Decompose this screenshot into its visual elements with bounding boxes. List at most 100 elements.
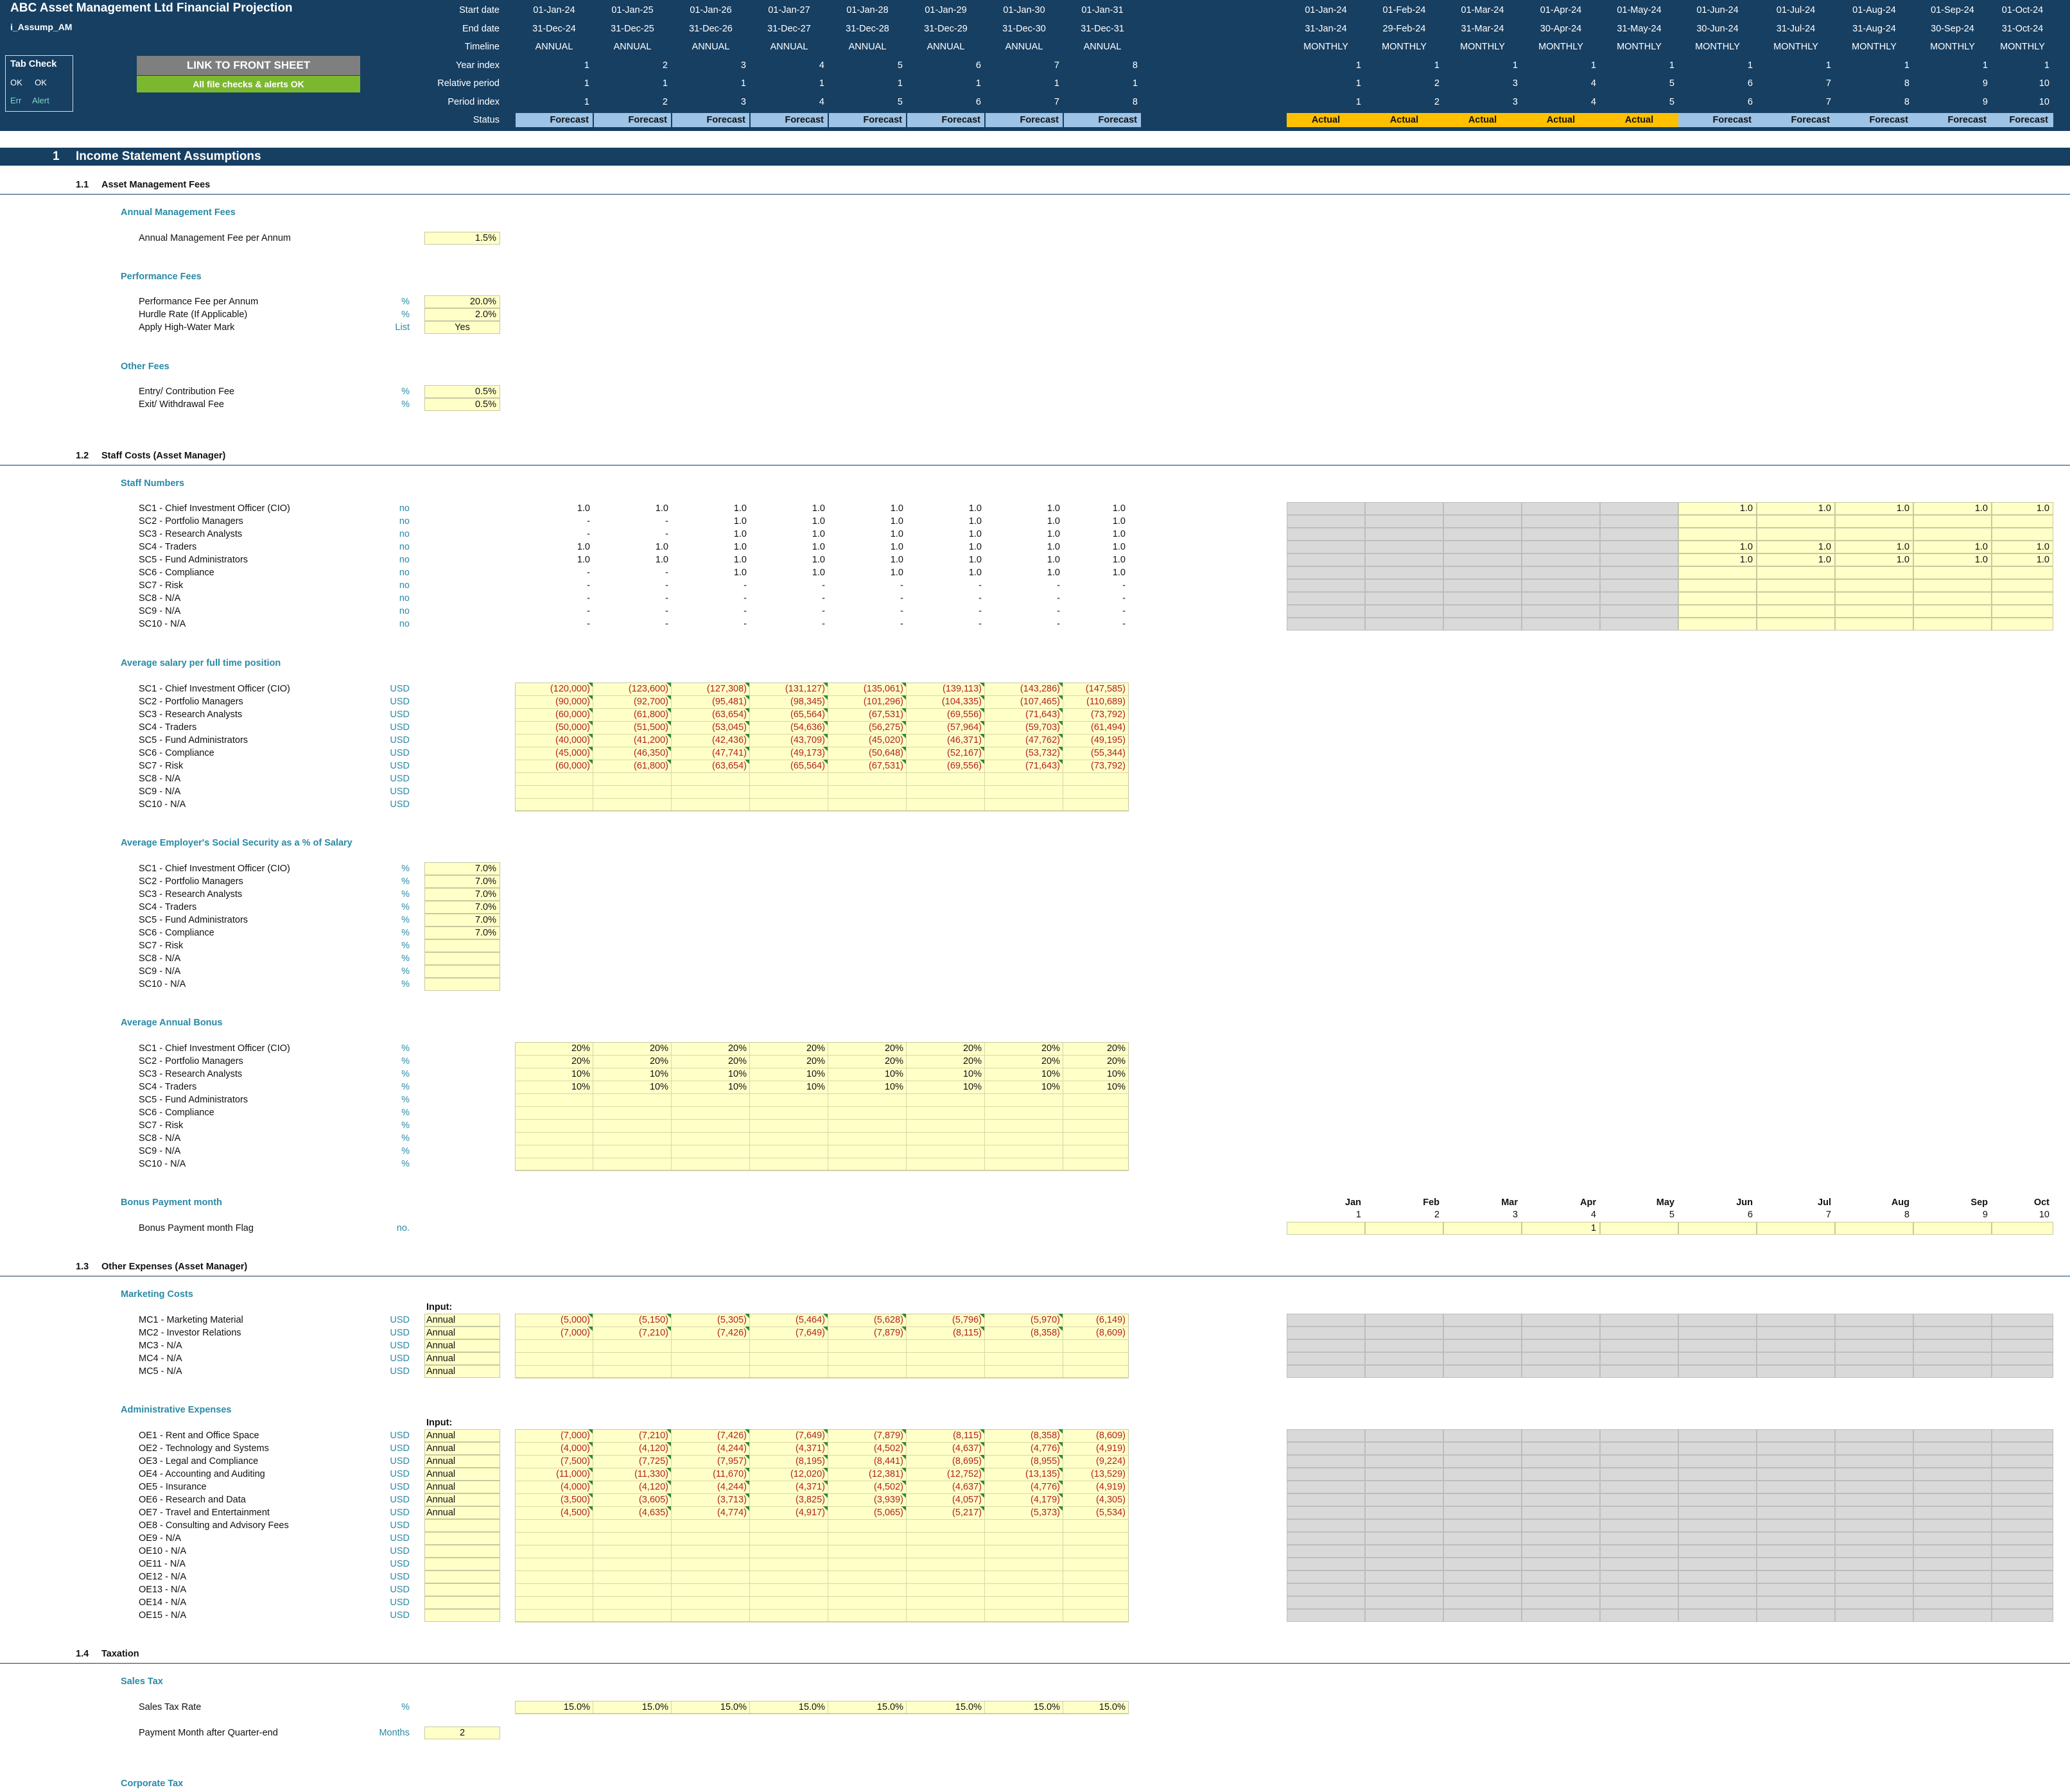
- monthly-staff-input[interactable]: [1913, 605, 1992, 618]
- input-mode-cell[interactable]: [424, 1365, 500, 1378]
- monthly-staff-input[interactable]: [1992, 541, 2053, 553]
- monthly-staff-input[interactable]: [1992, 579, 2053, 592]
- monthly-staff-input[interactable]: [1913, 553, 1992, 566]
- monthly-staff-input[interactable]: [1992, 502, 2053, 515]
- input-mode-cell[interactable]: [424, 1327, 500, 1339]
- monthly-staff-input[interactable]: [1913, 528, 1992, 541]
- input-cell[interactable]: [424, 978, 500, 991]
- monthly-staff-input[interactable]: [1678, 528, 1757, 541]
- bonus-month-flag-input[interactable]: [1365, 1222, 1443, 1235]
- bonus-month-flag-input[interactable]: [1835, 1222, 1913, 1235]
- bonus-month-flag-input[interactable]: [1600, 1222, 1678, 1235]
- input-cell[interactable]: [424, 321, 500, 334]
- monthly-staff-input[interactable]: [1757, 541, 1835, 553]
- monthly-staff-input[interactable]: [1757, 618, 1835, 631]
- monthly-staff-input[interactable]: [1835, 502, 1913, 515]
- monthly-staff-input[interactable]: [1757, 553, 1835, 566]
- monthly-staff-input[interactable]: [1757, 502, 1835, 515]
- monthly-staff-input[interactable]: [1678, 605, 1757, 618]
- monthly-staff-input[interactable]: [1835, 592, 1913, 605]
- input-cell[interactable]: [424, 862, 500, 875]
- monthly-staff-input[interactable]: [1913, 566, 1992, 579]
- monthly-staff-input[interactable]: [1757, 592, 1835, 605]
- monthly-staff-input[interactable]: [1992, 592, 2053, 605]
- input-mode-cell[interactable]: [424, 1532, 500, 1545]
- monthly-staff-input[interactable]: [1757, 528, 1835, 541]
- input-mode-cell[interactable]: [424, 1545, 500, 1558]
- input-cell[interactable]: [424, 914, 500, 926]
- monthly-staff-input[interactable]: [1835, 553, 1913, 566]
- input-mode-cell[interactable]: [424, 1339, 500, 1352]
- input-cell[interactable]: [424, 398, 500, 411]
- monthly-staff-input[interactable]: [1992, 566, 2053, 579]
- monthly-staff-input[interactable]: [1835, 618, 1913, 631]
- monthly-staff-input[interactable]: [1678, 566, 1757, 579]
- monthly-staff-input[interactable]: [1992, 515, 2053, 528]
- annual-input-block[interactable]: [515, 1701, 1129, 1714]
- annual-input-block[interactable]: [515, 1429, 1129, 1622]
- input-cell[interactable]: [424, 952, 500, 965]
- input-mode-cell[interactable]: [424, 1558, 500, 1570]
- monthly-staff-input[interactable]: [1678, 541, 1757, 553]
- annual-input-block[interactable]: [515, 1314, 1129, 1378]
- monthly-staff-input[interactable]: [1835, 515, 1913, 528]
- monthly-staff-input[interactable]: [1835, 528, 1913, 541]
- monthly-staff-input[interactable]: [1678, 592, 1757, 605]
- bonus-month-flag-input[interactable]: [1443, 1222, 1522, 1235]
- monthly-staff-input[interactable]: [1913, 618, 1992, 631]
- monthly-staff-input[interactable]: [1835, 605, 1913, 618]
- input-cell[interactable]: [424, 1727, 500, 1739]
- input-mode-cell[interactable]: [424, 1609, 500, 1622]
- bonus-month-flag-input[interactable]: [1992, 1222, 2053, 1235]
- input-cell[interactable]: [424, 965, 500, 978]
- monthly-staff-input[interactable]: [1835, 541, 1913, 553]
- monthly-staff-input[interactable]: [1992, 618, 2053, 631]
- monthly-staff-input[interactable]: [1913, 515, 1992, 528]
- monthly-staff-input[interactable]: [1757, 579, 1835, 592]
- monthly-staff-input[interactable]: [1678, 579, 1757, 592]
- input-mode-cell[interactable]: [424, 1583, 500, 1596]
- input-cell[interactable]: [424, 888, 500, 901]
- input-mode-cell[interactable]: [424, 1314, 500, 1327]
- input-cell[interactable]: [424, 926, 500, 939]
- bonus-month-flag-input[interactable]: [1287, 1222, 1365, 1235]
- bonus-month-flag-input[interactable]: [1757, 1222, 1835, 1235]
- input-cell[interactable]: [424, 385, 500, 398]
- monthly-staff-input[interactable]: [1678, 515, 1757, 528]
- input-mode-cell[interactable]: [424, 1596, 500, 1609]
- monthly-staff-input[interactable]: [1757, 566, 1835, 579]
- input-cell[interactable]: [424, 232, 500, 245]
- input-mode-cell[interactable]: [424, 1429, 500, 1442]
- input-cell[interactable]: [424, 939, 500, 952]
- input-cell[interactable]: [424, 308, 500, 321]
- bonus-month-flag-input[interactable]: [1678, 1222, 1757, 1235]
- monthly-staff-input[interactable]: [1757, 605, 1835, 618]
- input-mode-cell[interactable]: [424, 1442, 500, 1455]
- input-mode-cell[interactable]: [424, 1506, 500, 1519]
- monthly-staff-input[interactable]: [1992, 553, 2053, 566]
- input-cell[interactable]: [424, 901, 500, 914]
- bonus-month-flag-input[interactable]: [1522, 1222, 1600, 1235]
- monthly-staff-input[interactable]: [1992, 528, 2053, 541]
- monthly-staff-input[interactable]: [1757, 515, 1835, 528]
- monthly-staff-input[interactable]: [1835, 566, 1913, 579]
- input-cell[interactable]: [424, 875, 500, 888]
- input-cell[interactable]: [424, 295, 500, 308]
- input-mode-cell[interactable]: [424, 1570, 500, 1583]
- monthly-staff-input[interactable]: [1913, 592, 1992, 605]
- input-mode-cell[interactable]: [424, 1519, 500, 1532]
- input-mode-cell[interactable]: [424, 1468, 500, 1481]
- link-to-front-sheet-button[interactable]: LINK TO FRONT SHEET: [137, 56, 360, 75]
- monthly-staff-input[interactable]: [1678, 553, 1757, 566]
- input-mode-cell[interactable]: [424, 1481, 500, 1493]
- bonus-month-flag-input[interactable]: [1913, 1222, 1992, 1235]
- monthly-staff-input[interactable]: [1835, 579, 1913, 592]
- monthly-staff-input[interactable]: [1992, 605, 2053, 618]
- monthly-staff-input[interactable]: [1913, 502, 1992, 515]
- monthly-staff-input[interactable]: [1913, 579, 1992, 592]
- monthly-staff-input[interactable]: [1678, 618, 1757, 631]
- input-mode-cell[interactable]: [424, 1455, 500, 1468]
- monthly-staff-input[interactable]: [1913, 541, 1992, 553]
- input-mode-cell[interactable]: [424, 1493, 500, 1506]
- monthly-staff-input[interactable]: [1678, 502, 1757, 515]
